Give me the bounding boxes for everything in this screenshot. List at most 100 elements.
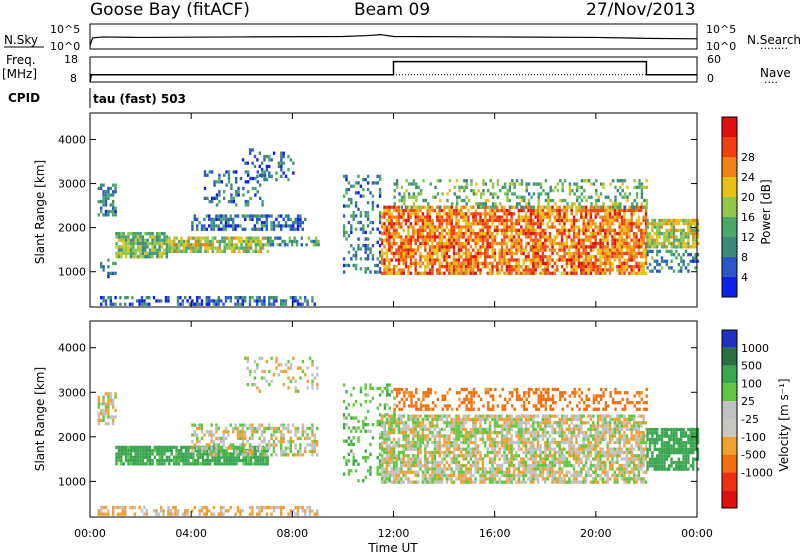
power-cell bbox=[109, 193, 112, 197]
velocity-cell bbox=[385, 440, 389, 445]
power-cell bbox=[546, 258, 549, 262]
power-cell bbox=[114, 186, 117, 191]
velocity-cell bbox=[261, 455, 265, 459]
power-ylabel: Slant Range [km] bbox=[33, 160, 47, 264]
power-cell bbox=[580, 185, 584, 189]
power-cell bbox=[191, 221, 194, 225]
velocity-cell bbox=[436, 467, 439, 471]
velocity-cell bbox=[304, 512, 307, 516]
velocity-cell bbox=[223, 462, 226, 466]
velocity-cell bbox=[249, 455, 253, 459]
power-cell bbox=[409, 258, 413, 262]
velocity-cell bbox=[400, 457, 403, 461]
power-cell bbox=[640, 185, 644, 189]
power-cell bbox=[409, 248, 413, 252]
power-cell bbox=[508, 251, 511, 256]
power-cell bbox=[560, 238, 564, 242]
power-cell bbox=[595, 192, 598, 196]
power-cell bbox=[230, 243, 234, 247]
power-cell bbox=[503, 205, 506, 209]
velocity-cell bbox=[464, 450, 468, 455]
velocity-cell bbox=[424, 477, 427, 481]
velocity-cell bbox=[416, 454, 420, 458]
power-cell bbox=[651, 228, 654, 232]
power-cell bbox=[412, 208, 415, 213]
power-cell bbox=[457, 268, 461, 272]
velocity-cell bbox=[306, 386, 309, 390]
power-cell bbox=[205, 214, 208, 218]
power-cell bbox=[539, 182, 543, 186]
velocity-cell bbox=[402, 431, 405, 435]
power-cell bbox=[508, 185, 512, 189]
power-cell bbox=[440, 215, 444, 219]
power-cell bbox=[426, 241, 429, 246]
power-cell bbox=[237, 193, 240, 197]
power-cell bbox=[637, 261, 641, 265]
power-cell bbox=[518, 182, 521, 186]
power-cell bbox=[347, 181, 351, 185]
velocity-cell bbox=[438, 467, 441, 471]
velocity-cell bbox=[438, 460, 441, 464]
power-cell bbox=[431, 241, 434, 246]
velocity-cell bbox=[400, 480, 403, 484]
power-cell bbox=[450, 215, 453, 219]
power-cell bbox=[239, 302, 242, 306]
velocity-cell bbox=[272, 430, 276, 434]
power-cell bbox=[398, 192, 401, 196]
velocity-cell bbox=[452, 437, 456, 441]
velocity-cell bbox=[426, 457, 429, 461]
power-cell bbox=[245, 239, 248, 244]
velocity-cell bbox=[407, 437, 410, 441]
power-cell bbox=[242, 193, 245, 197]
power-cell bbox=[584, 215, 588, 219]
velocity-cell bbox=[448, 464, 451, 468]
power-cell bbox=[236, 214, 240, 218]
velocity-cell bbox=[132, 449, 135, 453]
power-cell bbox=[289, 217, 292, 221]
velocity-cell bbox=[193, 433, 196, 437]
velocity-cell bbox=[462, 417, 465, 422]
power-cell bbox=[436, 212, 439, 216]
power-cell bbox=[532, 271, 535, 275]
velocity-cell bbox=[390, 454, 393, 458]
power-cell bbox=[626, 195, 629, 199]
power-cell bbox=[100, 209, 103, 214]
velocity-cell bbox=[436, 417, 439, 422]
power-cell bbox=[551, 205, 554, 209]
power-cell bbox=[558, 212, 561, 216]
velocity-cell bbox=[139, 462, 142, 466]
power-cell bbox=[421, 241, 425, 246]
power-cell bbox=[247, 236, 250, 240]
power-cell bbox=[450, 268, 453, 272]
power-cell bbox=[563, 228, 566, 232]
velocity-cell bbox=[157, 512, 160, 516]
velocity-cell bbox=[378, 452, 382, 456]
power-cell bbox=[230, 186, 233, 191]
power-cell bbox=[388, 215, 391, 219]
velocity-cell bbox=[165, 458, 169, 463]
velocity-cell bbox=[464, 431, 468, 435]
velocity-cell bbox=[116, 505, 120, 510]
power-cell bbox=[684, 218, 688, 223]
power-cell bbox=[220, 180, 223, 184]
power-cell bbox=[580, 179, 584, 183]
power-cell bbox=[672, 222, 676, 226]
velocity-cell bbox=[366, 469, 370, 473]
power-cell bbox=[136, 245, 140, 249]
velocity-cell bbox=[248, 449, 252, 454]
velocity-cell bbox=[438, 437, 441, 441]
power-cell bbox=[109, 296, 112, 300]
power-cell bbox=[448, 235, 451, 239]
velocity-cell bbox=[304, 373, 307, 377]
velocity-cell bbox=[393, 456, 396, 460]
power-cell bbox=[146, 255, 149, 259]
power-cell bbox=[405, 179, 408, 183]
velocity-cell bbox=[289, 512, 292, 516]
velocity-cell bbox=[438, 440, 441, 445]
power-cell bbox=[488, 218, 492, 223]
velocity-cell bbox=[428, 424, 432, 428]
power-cell bbox=[107, 209, 110, 214]
velocity-cell bbox=[409, 414, 413, 418]
velocity-cell bbox=[241, 430, 244, 434]
power-cell bbox=[512, 225, 516, 229]
